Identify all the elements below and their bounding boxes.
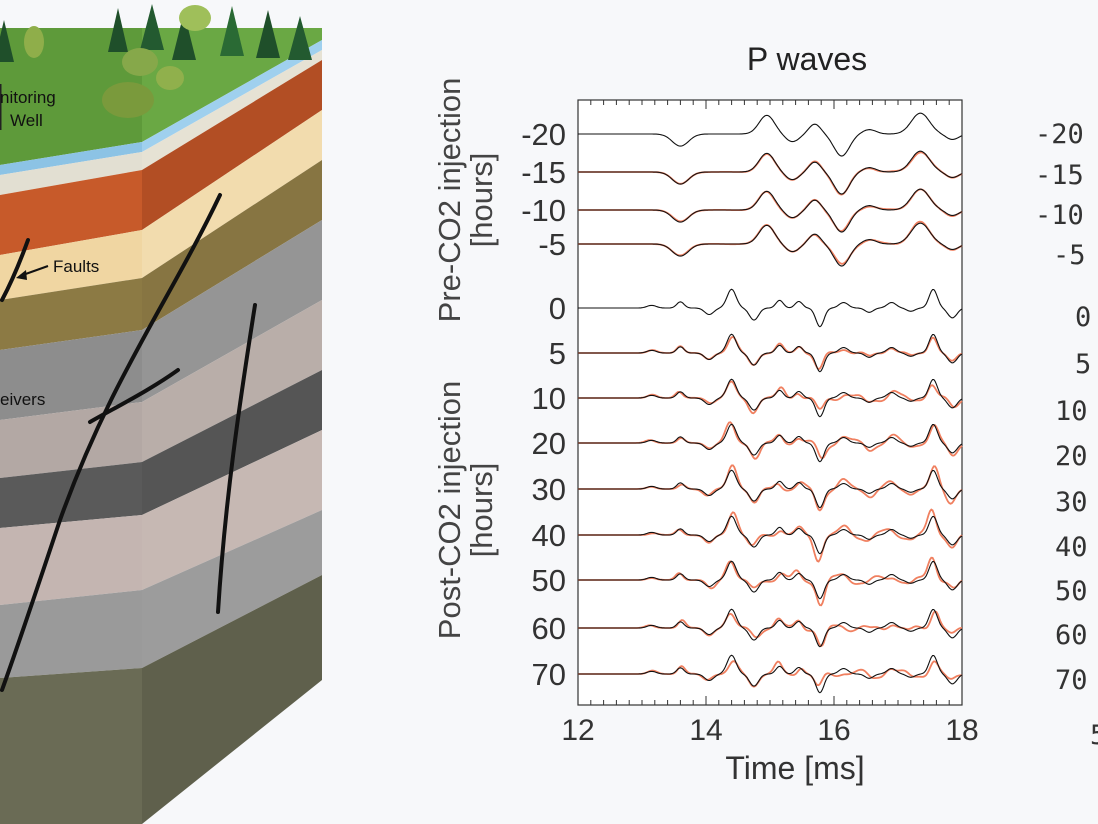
- second-panel-trace-label: 5: [1090, 720, 1098, 751]
- trace-label: -10: [521, 193, 566, 228]
- x-tick-label: 18: [945, 714, 978, 747]
- second-panel-trace-label: -10: [1035, 200, 1084, 231]
- fault-lines: [0, 193, 257, 692]
- monitoring-label-line2: Well: [10, 111, 43, 130]
- monitoring-label-line1: nitoring: [0, 88, 56, 107]
- second-panel-trace-label: 10: [1055, 396, 1088, 427]
- reference-trace: [578, 378, 963, 418]
- x-tick-labels: 12 14 16 18: [561, 714, 978, 747]
- reference-trace: [578, 288, 963, 328]
- trace-label: 70: [532, 657, 566, 692]
- second-panel-trace-label: 20: [1055, 441, 1088, 472]
- reference-trace: [578, 469, 963, 509]
- reference-trace: [578, 333, 963, 373]
- trace-label: 0: [549, 291, 566, 326]
- trace-label: 5: [549, 336, 566, 371]
- trace-series: [578, 112, 963, 694]
- second-panel-trace-label: 40: [1055, 532, 1088, 563]
- second-panel-trace-label: 70: [1055, 665, 1088, 696]
- trace-label: 60: [532, 611, 566, 646]
- y-axis-label-post-unit: [hours]: [464, 463, 499, 558]
- second-panel-partial: -20-15-10-505102030405060705: [1020, 0, 1098, 824]
- reference-trace: [578, 515, 963, 555]
- axis-ticks: [577, 100, 963, 705]
- trace-label: 50: [532, 563, 566, 598]
- x-axis-label: Time [ms]: [725, 750, 864, 786]
- reference-trace: [578, 654, 963, 694]
- reference-trace: [578, 188, 963, 233]
- y-axis-label-post: Post-CO2 injection: [432, 381, 467, 639]
- reference-trace: [578, 150, 963, 195]
- trace-label: 10: [532, 381, 566, 416]
- second-panel-trace-label: -15: [1035, 160, 1084, 191]
- second-panel-trace-label: -20: [1035, 119, 1084, 150]
- trace-label: -20: [521, 117, 566, 152]
- p-waves-chart: P waves -20-15-10-5 0 5 10 20 30 40 50 60 70 12 14…: [432, 41, 979, 786]
- second-panel-trace-label: 5: [1075, 349, 1092, 380]
- second-panel-trace-label: 30: [1055, 487, 1088, 518]
- reference-trace: [578, 560, 963, 600]
- chart-title: P waves: [747, 41, 867, 77]
- faults-arrow-icon: [16, 265, 49, 280]
- faults-label: Faults: [53, 257, 99, 276]
- x-tick-label: 12: [561, 714, 594, 747]
- receivers-label: eivers: [0, 390, 45, 409]
- plot-frame: [577, 99, 963, 706]
- reference-trace: [578, 222, 963, 267]
- geological-cross-section: nitoring Well Faults eivers: [0, 4, 322, 824]
- reference-trace: [578, 112, 963, 157]
- trace-labels: -20-15-10-5 0 5 10 20 30 40 50 60 70: [521, 117, 566, 692]
- second-panel-trace-label: 0: [1075, 302, 1092, 333]
- trace-label: -15: [521, 155, 566, 190]
- trace-label: 20: [532, 426, 566, 461]
- trace-label: 30: [532, 472, 566, 507]
- y-axis-label-pre-unit: [hours]: [464, 153, 499, 248]
- reference-trace: [578, 608, 963, 648]
- x-tick-label: 14: [689, 714, 722, 747]
- trace-label: -5: [538, 227, 566, 262]
- y-axis-label-pre: Pre-CO2 injection: [432, 78, 467, 323]
- reference-trace: [578, 423, 963, 463]
- second-panel-trace-label: -5: [1053, 240, 1086, 271]
- second-panel-trace-label: 50: [1055, 576, 1088, 607]
- tree-icons: [0, 4, 312, 118]
- trace-label: 40: [532, 518, 566, 553]
- side-face: [142, 28, 322, 824]
- front-face: [0, 28, 142, 824]
- x-tick-label: 16: [817, 714, 850, 747]
- second-panel-trace-label: 60: [1055, 620, 1088, 651]
